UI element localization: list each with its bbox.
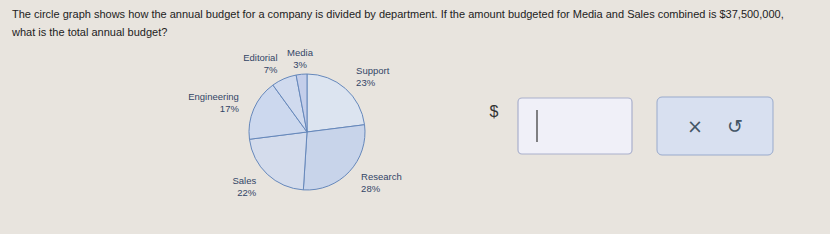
slice-value: 23% xyxy=(356,77,376,88)
slice-category: Sales xyxy=(232,175,256,186)
slice-value: 7% xyxy=(264,64,278,75)
dollar-sign: $ xyxy=(490,103,499,120)
slice-label: Support23% xyxy=(356,65,390,88)
question-line: what is the total annual budget? xyxy=(11,26,167,38)
slice-label: Sales22% xyxy=(232,175,256,198)
slice-category: Support xyxy=(356,65,390,76)
pie-slice xyxy=(249,132,307,190)
slice-value: 3% xyxy=(293,59,307,70)
chart: The circle graph shows how the annual bu… xyxy=(0,0,830,234)
slice-category: Media xyxy=(287,47,314,58)
slice-value: 22% xyxy=(237,187,257,198)
cursor xyxy=(536,110,537,142)
input-box[interactable] xyxy=(518,98,632,154)
pie-slice xyxy=(303,125,365,190)
slice-category: Engineering xyxy=(188,91,239,102)
background xyxy=(0,0,830,234)
slice-label: Research28% xyxy=(361,171,402,194)
slice-category: Research xyxy=(361,171,402,182)
pie xyxy=(249,74,365,190)
slice-value: 28% xyxy=(361,183,381,194)
question-line: The circle graph shows how the annual bu… xyxy=(12,8,784,20)
clear-icon[interactable]: × xyxy=(687,115,703,137)
slice-category: Editorial xyxy=(243,52,277,63)
slice-label: Engineering17% xyxy=(188,91,239,114)
button[interactable] xyxy=(657,97,773,155)
slice-label: Editorial7% xyxy=(243,52,278,75)
pie-slice xyxy=(296,74,307,132)
slice-value: 17% xyxy=(220,103,240,114)
reset-icon[interactable]: ↺ xyxy=(727,115,743,137)
slice-label: Media3% xyxy=(287,47,314,70)
